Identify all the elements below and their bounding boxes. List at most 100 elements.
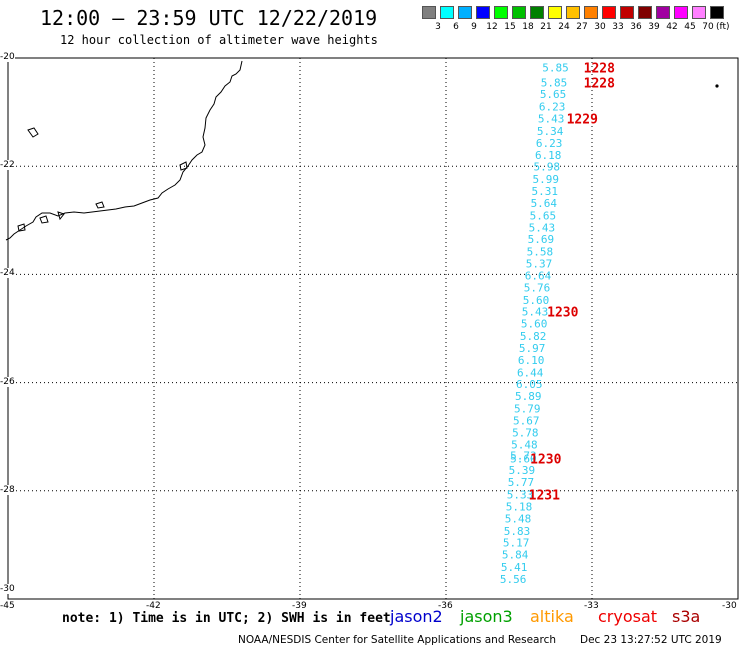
scale-label: 18 [522,22,534,32]
scale-label: 39 [648,22,660,32]
scale-swatch [602,6,616,19]
wave-height-label: 5.60 [523,294,550,307]
lon-tick-label: -30 [722,601,737,611]
wave-height-label: 5.56 [500,573,527,586]
scale-label: 27 [576,22,588,32]
island-marker [715,84,719,88]
wave-height-label: 5.33 [507,489,534,502]
wave-height-label: 6.44 [517,366,544,379]
lon-tick-label: -42 [146,601,161,611]
scale-swatch [548,6,562,19]
scale-swatch [584,6,598,19]
scale-swatch [494,6,508,19]
wave-height-label: 6.64 [525,269,552,282]
scale-swatch [422,6,436,19]
scale-label: 36 [630,22,642,32]
lat-tick-label: -26 [0,376,15,387]
satellite-jason2: jason2 [390,607,443,626]
wave-height-label: 5.84 [502,549,529,562]
satellite-jason3: jason3 [460,607,513,626]
lon-tick-label: -33 [584,601,599,611]
wave-height-label: 5.41 [501,561,528,574]
scale-label: 6 [453,22,459,32]
scale-swatch [620,6,634,19]
wave-height-label: 5.31 [532,185,559,198]
wave-height-label: 5.98 [533,161,560,174]
wave-height-label: 5.76 [524,281,551,294]
scale-label: 12 [486,22,498,32]
wave-height-label: 5.82 [520,330,547,343]
scale-label: 30 [594,22,606,32]
scale-label: 3 [435,22,441,32]
wave-height-label: 5.99 [533,173,560,186]
map-frame [7,57,739,600]
pass-time-label: 1228 [584,62,615,77]
pass-time-label: 1229 [567,113,598,128]
lon-tick-label: -45 [0,601,15,611]
satellite-altika: altika [530,607,574,626]
scale-label: 42 [666,22,678,32]
wave-height-label: 5.77 [508,476,535,489]
lat-tick-label: -28 [0,484,15,495]
coastline [5,60,243,241]
scale-swatch [566,6,580,19]
page-subtitle: 12 hour collection of altimeter wave hei… [60,33,378,47]
lat-tick-label: -20 [0,52,15,62]
wave-height-label: 5.18 [506,500,533,513]
scale-label: 21 [540,22,552,32]
wave-height-label: 5.65 [530,209,557,222]
wave-height-label: 5.60 [510,452,537,465]
wave-height-label: 5.43 [529,221,556,234]
wave-height-label: 5.43 [538,113,565,126]
scale-swatch [530,6,544,19]
color-scale-unit: (ft) [716,22,730,32]
wave-height-label: 5.65 [540,88,567,101]
wave-height-label: 5.85 [542,62,569,75]
wave-height-label: 5.83 [504,525,531,538]
units-note: note: 1) Time is in UTC; 2) SWH is in fe… [62,611,391,626]
wave-height-label: 5.69 [528,233,555,246]
scale-label: 15 [504,22,516,32]
wave-height-label: 5.97 [519,342,546,355]
wave-height-label: 5.17 [503,537,530,550]
scale-swatch [440,6,454,19]
scale-label: 9 [471,22,477,32]
wave-height-label: 5.64 [531,197,558,210]
pass-time-label: 1230 [530,452,561,467]
scale-swatch [674,6,688,19]
page-title: 12:00 – 23:59 UTC 12/22/2019 [40,6,378,30]
wave-height-label: 6.23 [536,137,563,150]
wave-height-label: 6.05 [516,378,543,391]
wave-height-label: 5.48 [511,438,538,451]
scale-swatch [458,6,472,19]
scale-label: 24 [558,22,570,32]
wave-height-label: 5.67 [513,414,540,427]
scale-label: 45 [684,22,696,32]
wave-height-label: 5.48 [505,512,532,525]
scale-swatch [512,6,526,19]
lat-tick-label: -22 [0,160,15,171]
wave-height-label: 6.23 [539,101,566,114]
wave-height-label: 5.85 [541,76,568,89]
pass-time-label: 1228 [584,76,615,91]
pass-time-label: 1230 [547,306,578,321]
wave-height-label: 5.78 [512,426,539,439]
wave-height-label: 5.73 [510,450,537,463]
wave-height-label: 5.34 [537,125,564,138]
scale-swatch [692,6,706,19]
credit-text: NOAA/NESDIS Center for Satellite Applica… [238,634,556,646]
pass-time-label: 1231 [529,489,560,504]
wave-height-label: 6.10 [518,354,545,367]
scale-swatch [638,6,652,19]
scale-swatch [656,6,670,19]
lon-tick-label: -36 [438,601,453,611]
wave-height-label: 5.89 [515,390,542,403]
scale-swatch [476,6,490,19]
satellite-cryosat: cryosat [598,607,658,626]
wave-height-label: 5.58 [527,246,554,259]
wave-height-label: 5.60 [521,318,548,331]
lat-tick-label: -24 [0,268,15,279]
lon-tick-label: -39 [292,601,307,611]
scale-swatch [710,6,724,19]
